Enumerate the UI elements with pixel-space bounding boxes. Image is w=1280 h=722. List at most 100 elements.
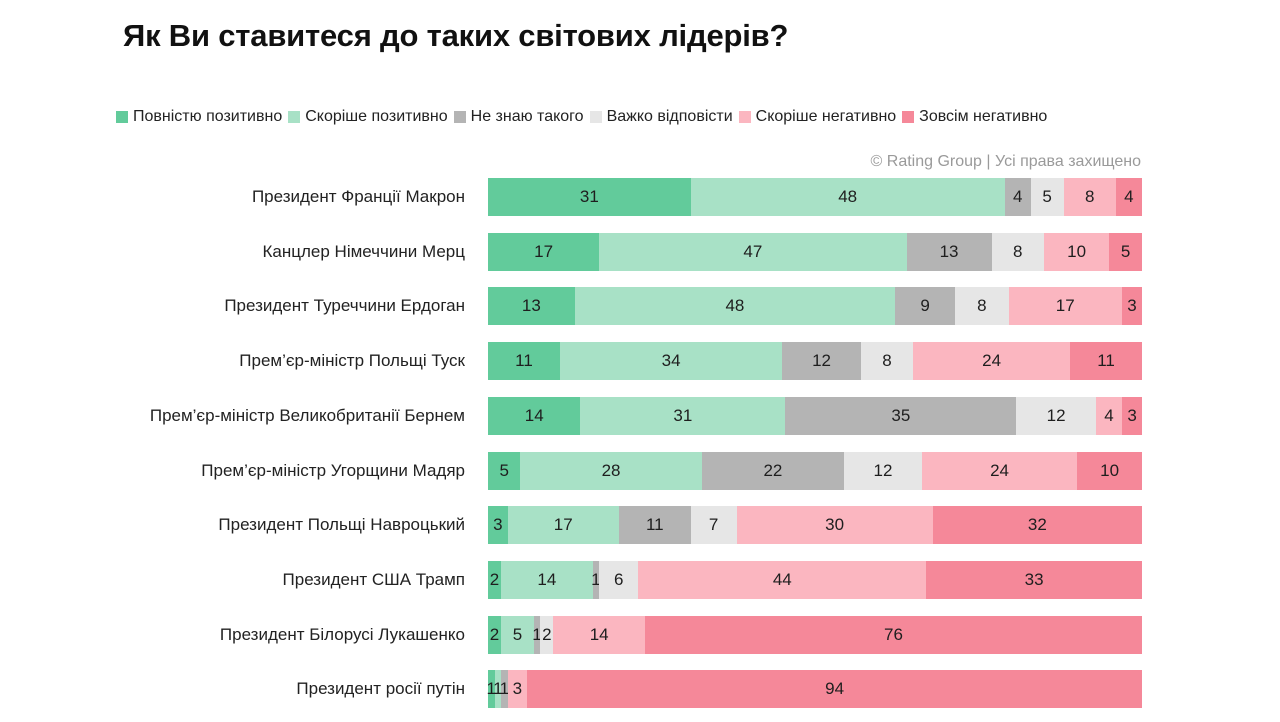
legend-item: Важко відповісти [589, 108, 733, 126]
data-label: 8 [882, 351, 892, 371]
bar-segment: 48 [574, 287, 896, 326]
category-label: Прем’єр-міністр Угорщини Мадяр [201, 460, 465, 480]
data-label: 28 [601, 460, 621, 480]
bar-row: 5 28 22 12 24 10 [488, 451, 1142, 490]
legend-item: Повністю позитивно [116, 108, 282, 126]
bar-segment: 47 [599, 232, 907, 271]
data-label: 17 [534, 241, 554, 261]
category-label: Президент Франції Макрон [251, 187, 465, 206]
bar-segment: 11 [618, 506, 691, 545]
category-label: Президент Білорусі Лукашенко [219, 624, 465, 644]
data-label: 35 [891, 405, 911, 425]
bar-segment: 2 [488, 615, 502, 654]
data-label: 11 [645, 515, 664, 535]
bar-segment: 11 [488, 342, 560, 381]
bar-segment: 33 [926, 560, 1142, 599]
data-label: 1 [591, 569, 601, 589]
bar-segment: 24 [921, 451, 1078, 490]
data-label: 3 [1127, 405, 1137, 425]
category-label: Президент Польщі Навроцький [218, 515, 465, 535]
legend-swatch [453, 111, 466, 123]
bar-row: 31 48 4 5 8 4 [488, 178, 1142, 216]
bar-segment: 76 [644, 615, 1142, 654]
legend-swatch [738, 111, 751, 123]
data-label: 3 [493, 515, 503, 535]
data-label: 24 [990, 460, 1009, 480]
bar-segment: 3 [1121, 287, 1142, 326]
bar-row: 2 14 1 6 44 33 [488, 560, 1142, 599]
bar-segment: 13 [488, 287, 575, 326]
bar-segment: 6 [599, 560, 639, 599]
data-label: 12 [812, 351, 831, 371]
data-label: 5 [499, 460, 509, 480]
data-label: 12 [1046, 405, 1066, 425]
legend-label: Скоріше позитивно [305, 108, 448, 125]
bar-segment: 8 [991, 232, 1044, 271]
data-label: 10 [1067, 241, 1087, 261]
data-label: 48 [838, 187, 858, 206]
data-label: 13 [939, 241, 959, 261]
legend-label: Важко відповісти [606, 108, 733, 125]
category-label: Президент росії путін [296, 679, 465, 699]
data-label: 4 [1124, 187, 1134, 206]
data-label: 1 [493, 679, 503, 699]
data-label: 12 [873, 460, 893, 480]
bar-segment: 3 [507, 670, 528, 709]
bar-segment: 24 [913, 342, 1071, 381]
chart-title: Як Ви ставитеся до таких світових лідері… [123, 18, 789, 53]
data-label: 33 [1024, 569, 1044, 589]
data-label: 13 [521, 296, 541, 316]
bar-segment: 1 [591, 560, 601, 599]
bar-segment: 3 [1122, 396, 1142, 435]
category-label: Президент США Трамп [282, 569, 465, 589]
bar-segment: 48 [690, 178, 1005, 216]
bar-segment: 1 [499, 670, 510, 709]
bar-segment: 44 [638, 560, 927, 599]
legend-item: Скоріше позитивно [288, 108, 448, 126]
data-label: 5 [512, 624, 523, 644]
data-label: 1 [532, 624, 542, 644]
bar-segment: 22 [701, 451, 845, 490]
legend-item: Не знаю такого [453, 108, 584, 126]
bar-segment: 5 [488, 451, 521, 490]
data-label: 5 [1042, 187, 1052, 206]
bar-segment: 32 [932, 506, 1142, 545]
bar-row: 14 31 35 12 4 3 [488, 396, 1142, 435]
legend-item: Зовсім негативно [902, 108, 1047, 126]
copyright-note: © Rating Group | Усі права захищено [870, 153, 1141, 170]
category-label: Канцлер Німеччини Мерц [262, 241, 465, 261]
bar-segment: 17 [1008, 287, 1122, 326]
bar-segment: 8 [1063, 178, 1116, 216]
bar-segment: 7 [690, 506, 737, 545]
legend-label: Скоріше негативно [755, 108, 897, 125]
data-label: 3 [512, 679, 523, 699]
data-label: 17 [1055, 296, 1075, 316]
bar-segment: 1 [532, 615, 542, 654]
data-label: 31 [673, 405, 693, 425]
bar-segment: 14 [501, 560, 593, 599]
bar-segment: 12 [782, 342, 861, 381]
bar-segment: 2 [540, 615, 554, 654]
data-label: 14 [524, 405, 544, 425]
data-label: 2 [489, 569, 500, 589]
bar-segment: 31 [580, 396, 786, 435]
data-label: 31 [579, 187, 599, 206]
bar-row: 3 17 11 7 30 32 [488, 506, 1142, 545]
bar-segment: 17 [488, 232, 600, 271]
bar-segment: 1 [487, 670, 496, 709]
bar-segment: 4 [1004, 178, 1031, 216]
data-label: 14 [589, 624, 609, 644]
data-label: 1 [499, 679, 510, 699]
legend-label: Зовсім негативно [919, 108, 1048, 125]
bar-segment: 94 [527, 670, 1142, 709]
data-label: 34 [661, 351, 681, 371]
category-label: Прем’єр-міністр Польщі Туск [239, 351, 465, 371]
bar-segment: 10 [1043, 232, 1110, 271]
category-label: Прем’єр-міністр Великобританії Бернем [149, 405, 465, 425]
bar-row: 13 48 9 8 17 3 [488, 287, 1142, 326]
data-label: 47 [743, 241, 763, 261]
legend-swatch [589, 111, 602, 123]
bar-segment: 31 [488, 178, 691, 216]
data-label: 11 [1097, 351, 1115, 371]
